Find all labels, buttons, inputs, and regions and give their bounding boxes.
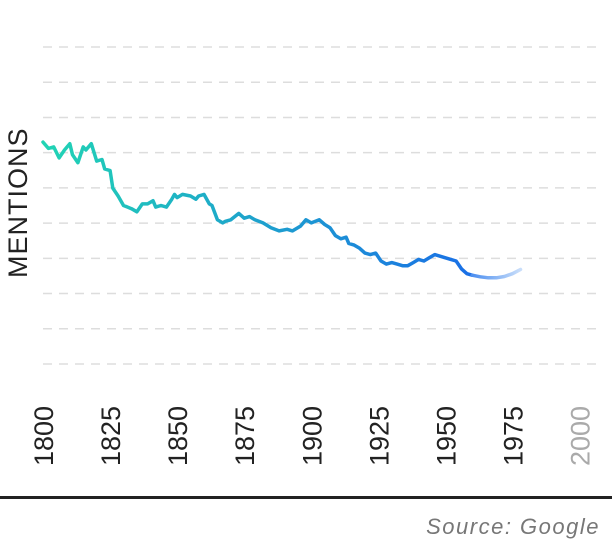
y-axis-label: MENTIONS bbox=[3, 127, 33, 278]
x-tick-label: 1850 bbox=[163, 406, 193, 466]
series-lines bbox=[41, 140, 523, 280]
x-tick-label: 1975 bbox=[498, 406, 528, 466]
series-line-historical bbox=[41, 140, 474, 277]
x-tick-label: 1825 bbox=[96, 406, 126, 466]
x-tick-label: 2000 bbox=[566, 406, 596, 466]
x-tick-label: 1925 bbox=[364, 406, 394, 466]
grid-lines bbox=[43, 46, 601, 365]
x-tick-label: 1875 bbox=[230, 406, 260, 466]
footer-divider bbox=[0, 496, 612, 499]
x-tick-labels: 1800 1825 1850 1875 1900 1925 1950 1975 2000 bbox=[29, 406, 596, 466]
series-line-projection bbox=[470, 267, 523, 280]
x-tick-label: 1950 bbox=[431, 406, 461, 466]
source-credit: Source: Google bbox=[426, 514, 600, 539]
x-tick-label: 1900 bbox=[297, 406, 327, 466]
x-tick-label: 1800 bbox=[29, 406, 59, 466]
